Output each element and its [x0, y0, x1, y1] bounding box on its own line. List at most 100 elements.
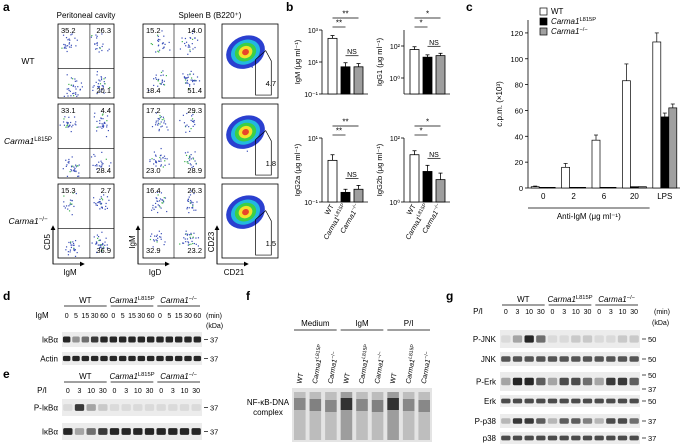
flow-event: [161, 199, 163, 201]
blot-band: [582, 335, 593, 343]
flow-event: [66, 92, 68, 95]
flow-event: [66, 45, 69, 47]
flow-event: [192, 236, 194, 238]
blot-band: [109, 428, 120, 435]
flow-event: [187, 151, 189, 153]
flow-event: [160, 74, 162, 77]
group-label: P/I: [404, 319, 414, 328]
flow-event: [164, 164, 166, 166]
flow-event: [187, 244, 189, 246]
flow-event: [186, 233, 189, 235]
flow-plot: [57, 103, 115, 179]
blot-band: [582, 377, 593, 386]
gel-smear: [402, 392, 415, 440]
flow-event: [76, 95, 78, 97]
flow-event: [68, 83, 70, 86]
genotype-label: WT: [79, 372, 92, 381]
time-label: 30: [537, 309, 545, 316]
superscript: L815P: [34, 136, 52, 143]
bar: [435, 179, 446, 203]
legend-label: Carma1L815P: [551, 17, 596, 26]
y-tick-label: 10¹: [308, 60, 319, 67]
y-axis-label: IgG2a (μg ml⁻¹): [293, 143, 302, 196]
flow-event: [157, 122, 160, 124]
row-label: P-p38: [475, 417, 497, 426]
flow-event: [192, 242, 194, 245]
flow-event: [78, 245, 80, 247]
blot-band: [100, 336, 108, 343]
time-label: 5: [167, 313, 171, 320]
flow-event: [99, 208, 101, 210]
quadrant-value: 32.9: [146, 246, 161, 255]
flow-event: [78, 172, 80, 174]
flow-event: [98, 201, 100, 203]
blot-band: [144, 428, 155, 435]
flow-event: [189, 237, 192, 240]
flow-event: [192, 80, 194, 83]
flow-event: [188, 156, 191, 158]
flow-event: [102, 118, 104, 120]
flow-event: [195, 163, 197, 165]
flow-event: [192, 157, 194, 159]
flow-event: [192, 204, 194, 206]
bar: [599, 187, 609, 189]
flow-event: [184, 125, 187, 127]
blot-band: [156, 336, 164, 343]
flow-event: [69, 242, 72, 244]
flow-event: [194, 46, 196, 49]
flow-event: [104, 83, 106, 85]
blot-band: [63, 404, 73, 411]
y-axis-label: IgG2b (μg ml⁻¹): [375, 143, 384, 196]
flow-event: [193, 80, 195, 82]
flow-event: [99, 90, 101, 93]
blot-band: [582, 398, 593, 404]
flow-event: [188, 196, 190, 198]
flow-event: [198, 80, 201, 82]
blot-band: [594, 418, 604, 424]
flow-event: [69, 199, 72, 201]
flow-event: [91, 34, 93, 37]
flow-event: [187, 53, 189, 55]
flow-event: [62, 168, 64, 170]
flow-event: [155, 235, 158, 237]
flow-event: [96, 165, 98, 167]
genotype-label: Carma1L815P: [109, 296, 154, 305]
axis-label: IgM: [128, 235, 137, 249]
y-tick-label: 100: [510, 55, 523, 64]
flow-event: [165, 74, 167, 77]
flow-event: [149, 159, 151, 161]
axis-label: IgM: [63, 268, 77, 277]
blot-band: [606, 398, 616, 404]
flow-event: [157, 50, 159, 52]
blot-band: [501, 398, 511, 404]
time-label: 30: [192, 388, 200, 395]
flow-event: [195, 243, 197, 245]
time-label: 10: [134, 388, 142, 395]
superscript: L815P: [138, 372, 155, 378]
flow-event: [161, 43, 164, 45]
blot-band: [62, 355, 71, 362]
flow-event: [99, 47, 101, 50]
flow-event: [103, 194, 105, 196]
flow-event: [155, 51, 157, 53]
flow-event: [189, 202, 191, 204]
flow-event: [69, 39, 71, 41]
blot-band: [133, 428, 143, 435]
flow-event: [186, 79, 189, 82]
quadrant-value: 17.2: [146, 106, 161, 115]
flow-event: [158, 205, 160, 207]
flow-event: [106, 244, 108, 246]
blot-band: [144, 404, 155, 411]
flow-event: [73, 169, 75, 171]
blot-band: [74, 404, 85, 411]
blot-band: [617, 398, 628, 404]
blot-band: [606, 377, 616, 386]
flow-event: [100, 246, 102, 248]
flow-event: [71, 33, 73, 35]
y-tick-label: 10³: [308, 28, 319, 35]
flow-event: [163, 80, 165, 82]
y-tick-label: 10⁰: [389, 75, 400, 83]
genotype-label: Carma1−/−: [8, 216, 47, 226]
flow-event: [192, 165, 194, 168]
